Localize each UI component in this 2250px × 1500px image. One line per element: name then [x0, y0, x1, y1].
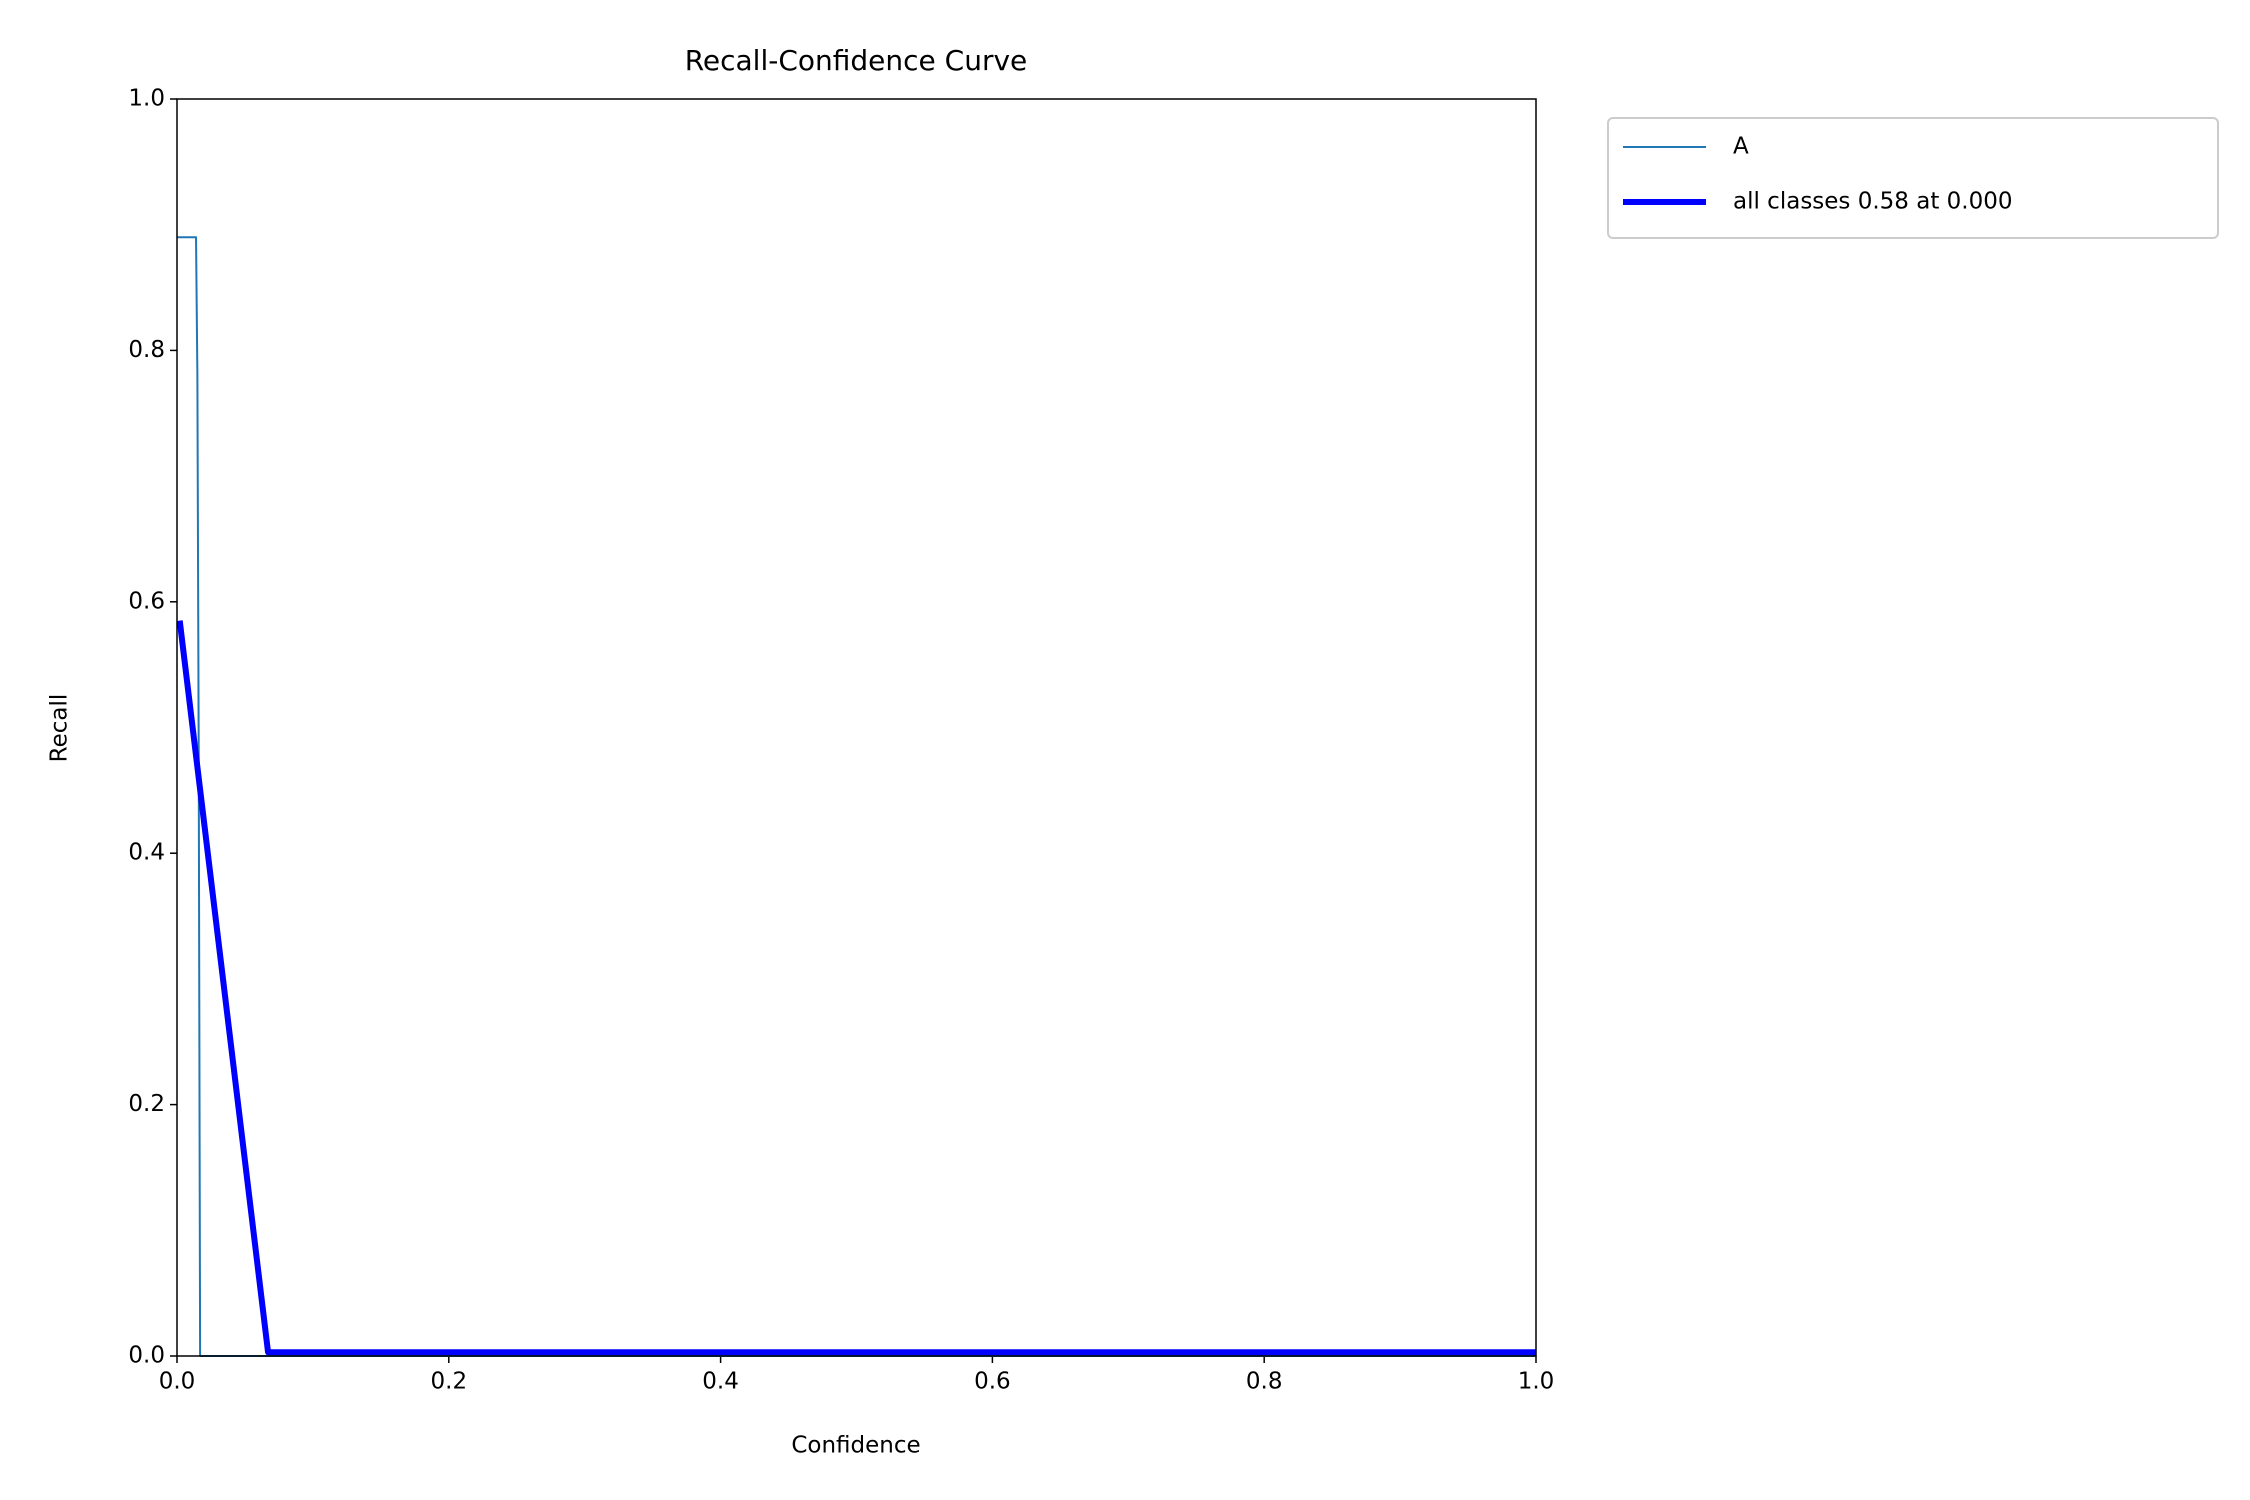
data-line [176, 620, 1536, 1356]
y-tick-label: 0.0 [128, 1343, 165, 1369]
x-tick-label: 1.0 [1518, 1369, 1555, 1395]
y-tick-label: 0.6 [128, 588, 165, 614]
x-tick-label: 0.4 [702, 1369, 739, 1395]
legend-label: A [1733, 134, 1749, 160]
data-line [177, 236, 1536, 1357]
x-tick-label: 0.6 [974, 1369, 1011, 1395]
y-tick-label: 1.0 [128, 86, 165, 112]
y-axis-label: Recall [47, 694, 73, 763]
y-tick-label: 0.4 [128, 840, 165, 866]
legend-label: all classes 0.58 at 0.000 [1733, 189, 2013, 215]
x-tick-label: 0.8 [1246, 1369, 1283, 1395]
plot-frame [176, 98, 1537, 1357]
chart-title: Recall-Confidence Curve [685, 44, 1028, 77]
y-tick-label: 0.8 [128, 337, 165, 363]
x-tick-label: 0.0 [159, 1369, 196, 1395]
x-tick-label: 0.2 [431, 1369, 468, 1395]
y-tick-label: 0.2 [128, 1091, 165, 1117]
x-axis-label: Confidence [791, 1433, 920, 1459]
legend-box [1607, 117, 2219, 239]
